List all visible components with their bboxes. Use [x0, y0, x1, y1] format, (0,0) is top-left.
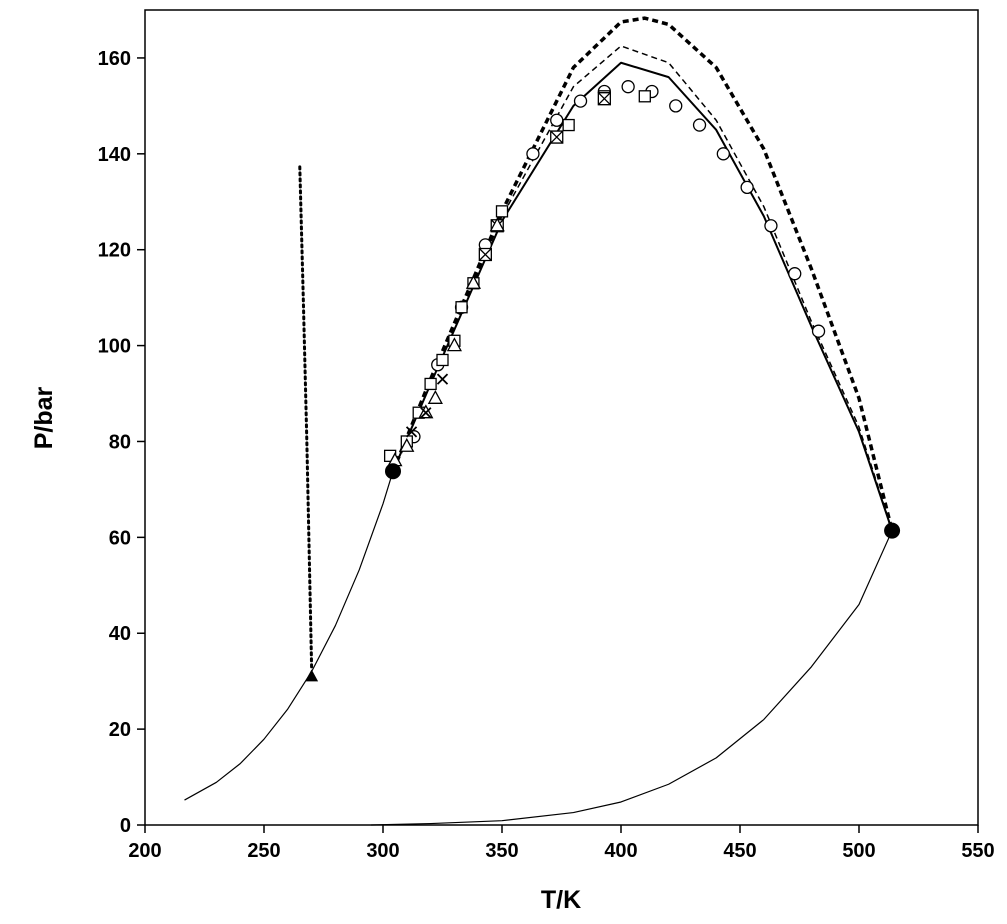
y-tick-label: 160	[98, 48, 131, 70]
y-tick-label: 80	[109, 431, 131, 453]
y-tick-label: 120	[98, 240, 131, 262]
curve	[184, 471, 394, 801]
x-axis-title: T/K	[541, 886, 581, 914]
triangle-marker	[465, 274, 482, 289]
crossed-square-marker	[597, 92, 611, 106]
y-tick-label: 60	[109, 527, 131, 549]
triangle-marker	[489, 217, 505, 232]
triangle-marker	[427, 389, 443, 404]
x-tick-label: 450	[723, 840, 756, 862]
circle-marker	[550, 113, 564, 127]
circle-marker	[716, 147, 730, 161]
square-marker	[495, 205, 509, 218]
triple-point	[305, 669, 319, 682]
square-marker	[436, 353, 449, 367]
y-tick-label: 0	[120, 815, 131, 837]
square-marker	[424, 377, 437, 391]
x-tick-label: 250	[247, 840, 280, 862]
triangle-marker	[446, 337, 462, 352]
crossed-square-marker	[478, 247, 492, 262]
circle-marker	[764, 219, 778, 233]
square-marker	[455, 301, 468, 314]
curve	[391, 16, 894, 532]
y-tick-label: 20	[109, 719, 131, 741]
circle-marker	[692, 118, 707, 132]
x-tick-label: 400	[604, 840, 637, 862]
circle-marker	[811, 324, 826, 338]
crossed-square-marker	[550, 130, 564, 144]
x-tick-label: 300	[366, 840, 399, 862]
circle-marker	[740, 180, 754, 195]
critical-point	[884, 522, 901, 539]
square-marker	[562, 118, 575, 132]
y-axis-title: P/bar	[30, 386, 58, 449]
x-tick-label: 500	[842, 840, 875, 862]
x-tick-label: 200	[128, 840, 161, 862]
y-tick-label: 100	[98, 336, 131, 358]
critical-point	[384, 463, 401, 480]
y-tick-label: 140	[98, 144, 131, 166]
circle-marker	[573, 94, 588, 108]
y-tick-label: 40	[109, 623, 131, 645]
curve	[298, 161, 314, 669]
triangle-marker	[399, 437, 415, 452]
circle-marker	[621, 80, 635, 94]
circle-marker	[526, 147, 540, 161]
cross-marker	[436, 373, 449, 385]
circle-marker	[788, 267, 802, 281]
x-tick-label: 350	[485, 840, 518, 862]
x-tick-label: 550	[961, 840, 994, 862]
circle-marker	[669, 99, 683, 113]
curve	[392, 61, 894, 531]
curve	[392, 45, 893, 531]
curve	[371, 530, 893, 826]
cross-marker	[405, 426, 418, 438]
plot-frame	[144, 9, 979, 826]
cross-marker	[420, 407, 432, 419]
square-marker	[638, 90, 651, 103]
